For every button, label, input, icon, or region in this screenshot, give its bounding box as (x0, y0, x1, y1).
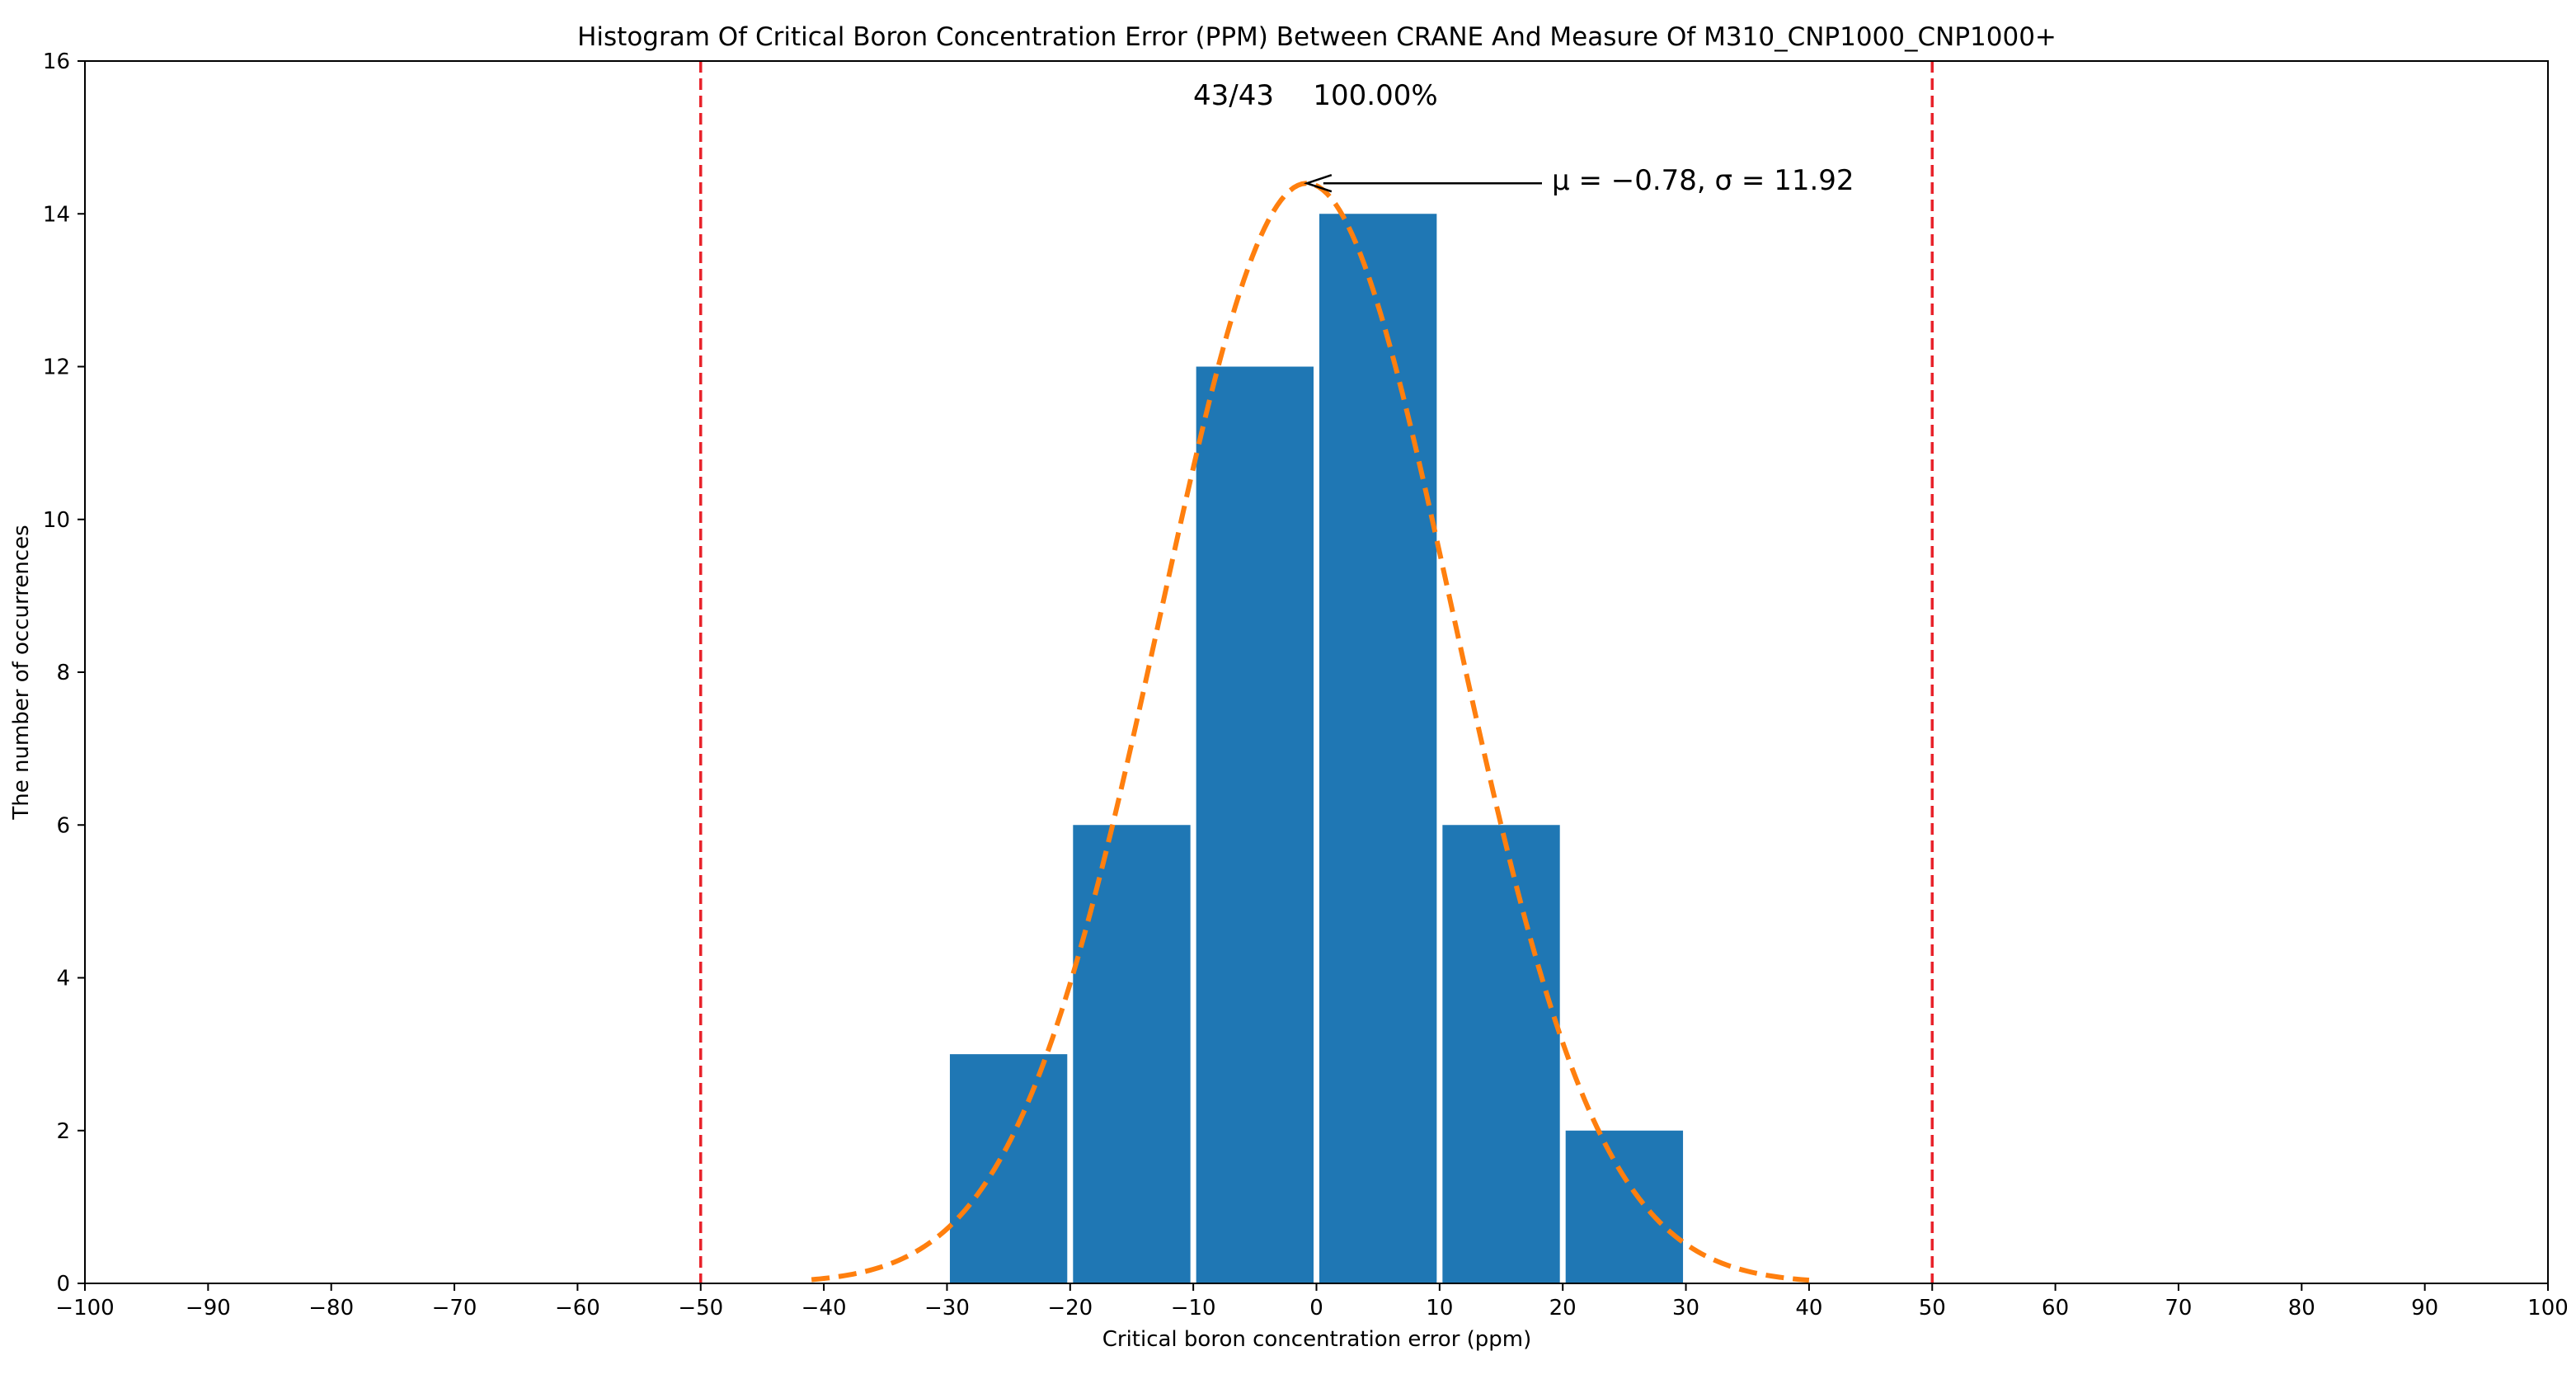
y-tick-label: 8 (56, 661, 70, 685)
y-axis-label: The number of occurrences (9, 525, 34, 820)
y-tick-label: 10 (43, 508, 70, 533)
x-tick-label: 100 (2527, 1296, 2569, 1320)
y-tick-label: 0 (56, 1272, 70, 1297)
count-annotation: 43/43 (1193, 79, 1274, 112)
plot-frame (84, 60, 2549, 1284)
histogram-bar-2 (1196, 366, 1314, 1283)
x-tick-label: 0 (1309, 1296, 1323, 1320)
x-axis-ticks: −100 −90 −80 −70 −60 −50 −40 −30 −20 −10 0 10 20 30 40… (55, 1283, 2569, 1320)
chart-title: Histogram Of Critical Boron Concentratio… (577, 22, 2057, 52)
x-tick-label: −40 (801, 1296, 847, 1320)
y-tick-label: 14 (43, 202, 70, 227)
x-axis-label: Critical boron concentration error (ppm) (1102, 1327, 1532, 1352)
x-tick-label: −80 (308, 1296, 354, 1320)
x-tick-label: −90 (186, 1296, 231, 1320)
normal-fit-curve (811, 181, 1810, 1283)
y-tick-label: 12 (43, 355, 70, 380)
x-tick-label: −70 (432, 1296, 477, 1320)
limit-lines-layer (699, 61, 1934, 1283)
histogram-bar-0 (949, 1054, 1068, 1283)
percent-annotation: 100.00% (1313, 79, 1437, 112)
x-tick-label: −60 (555, 1296, 600, 1320)
histogram-bar-4 (1442, 825, 1560, 1283)
fit-curve-layer (811, 181, 1810, 1283)
x-tick-label: −10 (1171, 1296, 1216, 1320)
stats-arrow (1303, 174, 1542, 193)
stats-annotation: μ = −0.78, σ = 11.92 (1552, 164, 1854, 197)
x-tick-label: −100 (55, 1296, 114, 1320)
histogram-bar-5 (1565, 1130, 1684, 1283)
x-tick-label: 40 (1795, 1296, 1822, 1320)
x-tick-label: 60 (2042, 1296, 2069, 1320)
y-tick-label: 16 (43, 49, 70, 74)
histogram-bar-1 (1073, 825, 1191, 1283)
arrow-head (1303, 174, 1333, 193)
x-tick-label: −30 (924, 1296, 970, 1320)
y-tick-label: 4 (56, 967, 70, 991)
x-tick-label: 90 (2411, 1296, 2438, 1320)
x-tick-label: 70 (2165, 1296, 2192, 1320)
x-tick-label: 20 (1549, 1296, 1577, 1320)
histogram-bar-3 (1319, 214, 1437, 1283)
y-tick-label: 2 (56, 1119, 70, 1144)
x-tick-label: 80 (2288, 1296, 2315, 1320)
x-tick-label: 10 (1426, 1296, 1453, 1320)
y-tick-label: 6 (56, 813, 70, 838)
bars-layer (949, 214, 1684, 1283)
x-tick-label: −50 (678, 1296, 723, 1320)
x-tick-label: 30 (1672, 1296, 1699, 1320)
x-tick-label: −20 (1047, 1296, 1093, 1320)
x-tick-label: 50 (1919, 1296, 1946, 1320)
y-axis-ticks: 0 2 4 6 8 10 12 14 16 (43, 49, 85, 1297)
